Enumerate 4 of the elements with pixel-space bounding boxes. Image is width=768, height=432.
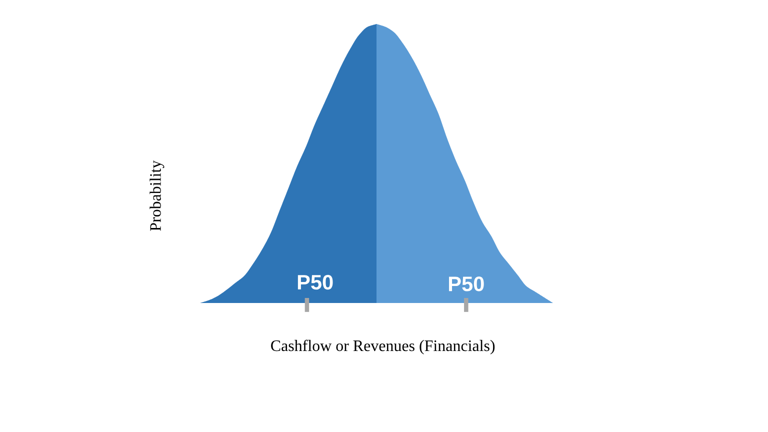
annotation: P50: [298, 274, 333, 290]
x-axis-title: Cashflow or Revenues (Financials): [271, 340, 495, 354]
y-axis-title: Probability: [150, 160, 164, 231]
annotation: P50: [449, 276, 484, 292]
